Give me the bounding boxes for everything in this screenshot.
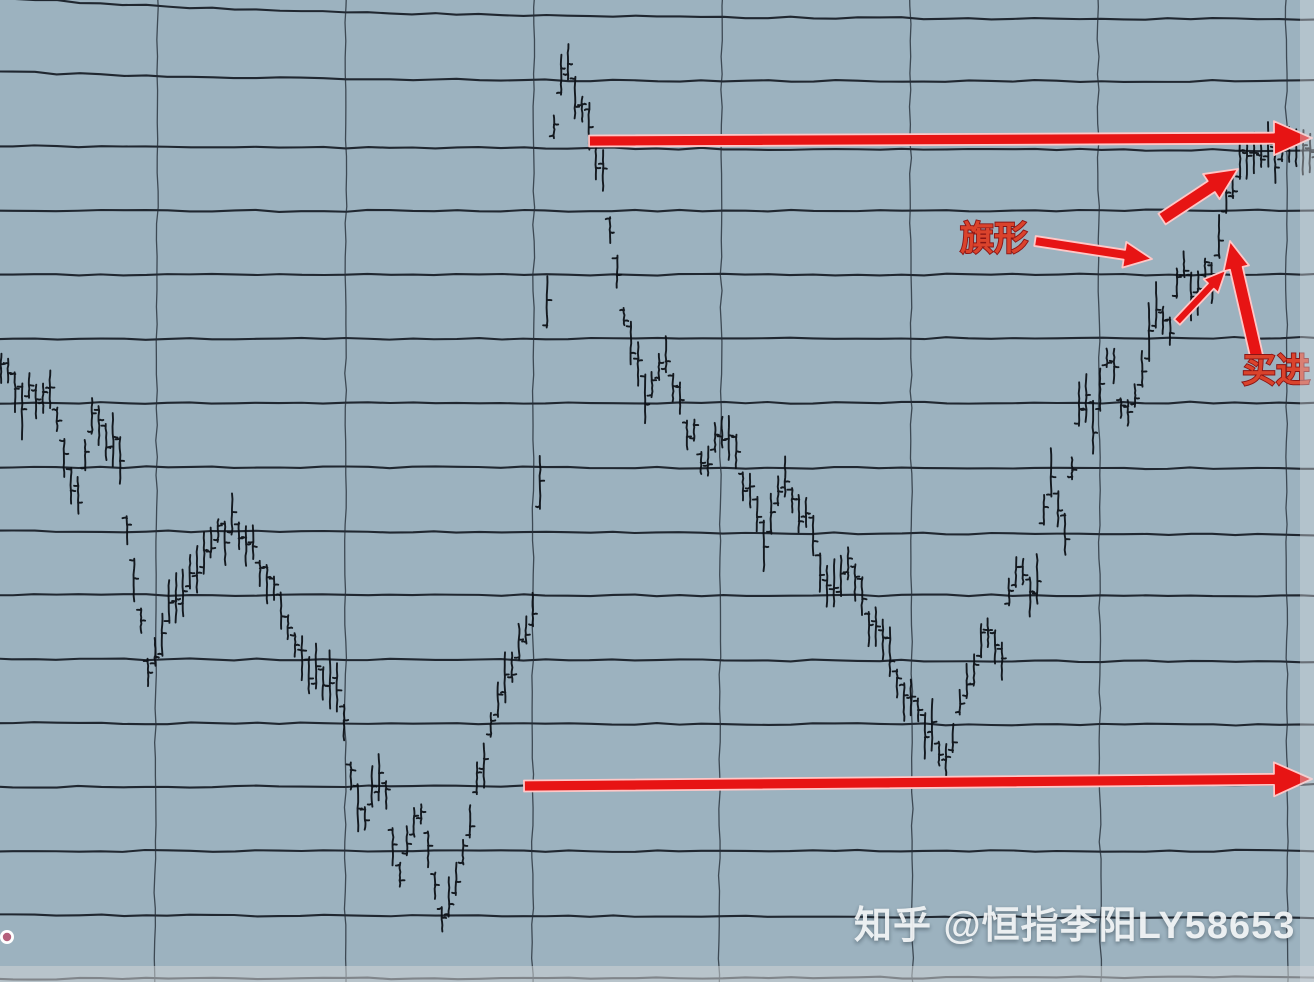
svg-text:买进: 买进	[1242, 352, 1310, 390]
svg-text:知乎 @恒指李阳LY58653: 知乎 @恒指李阳LY58653	[854, 905, 1295, 947]
svg-text:旗形: 旗形	[960, 220, 1028, 258]
